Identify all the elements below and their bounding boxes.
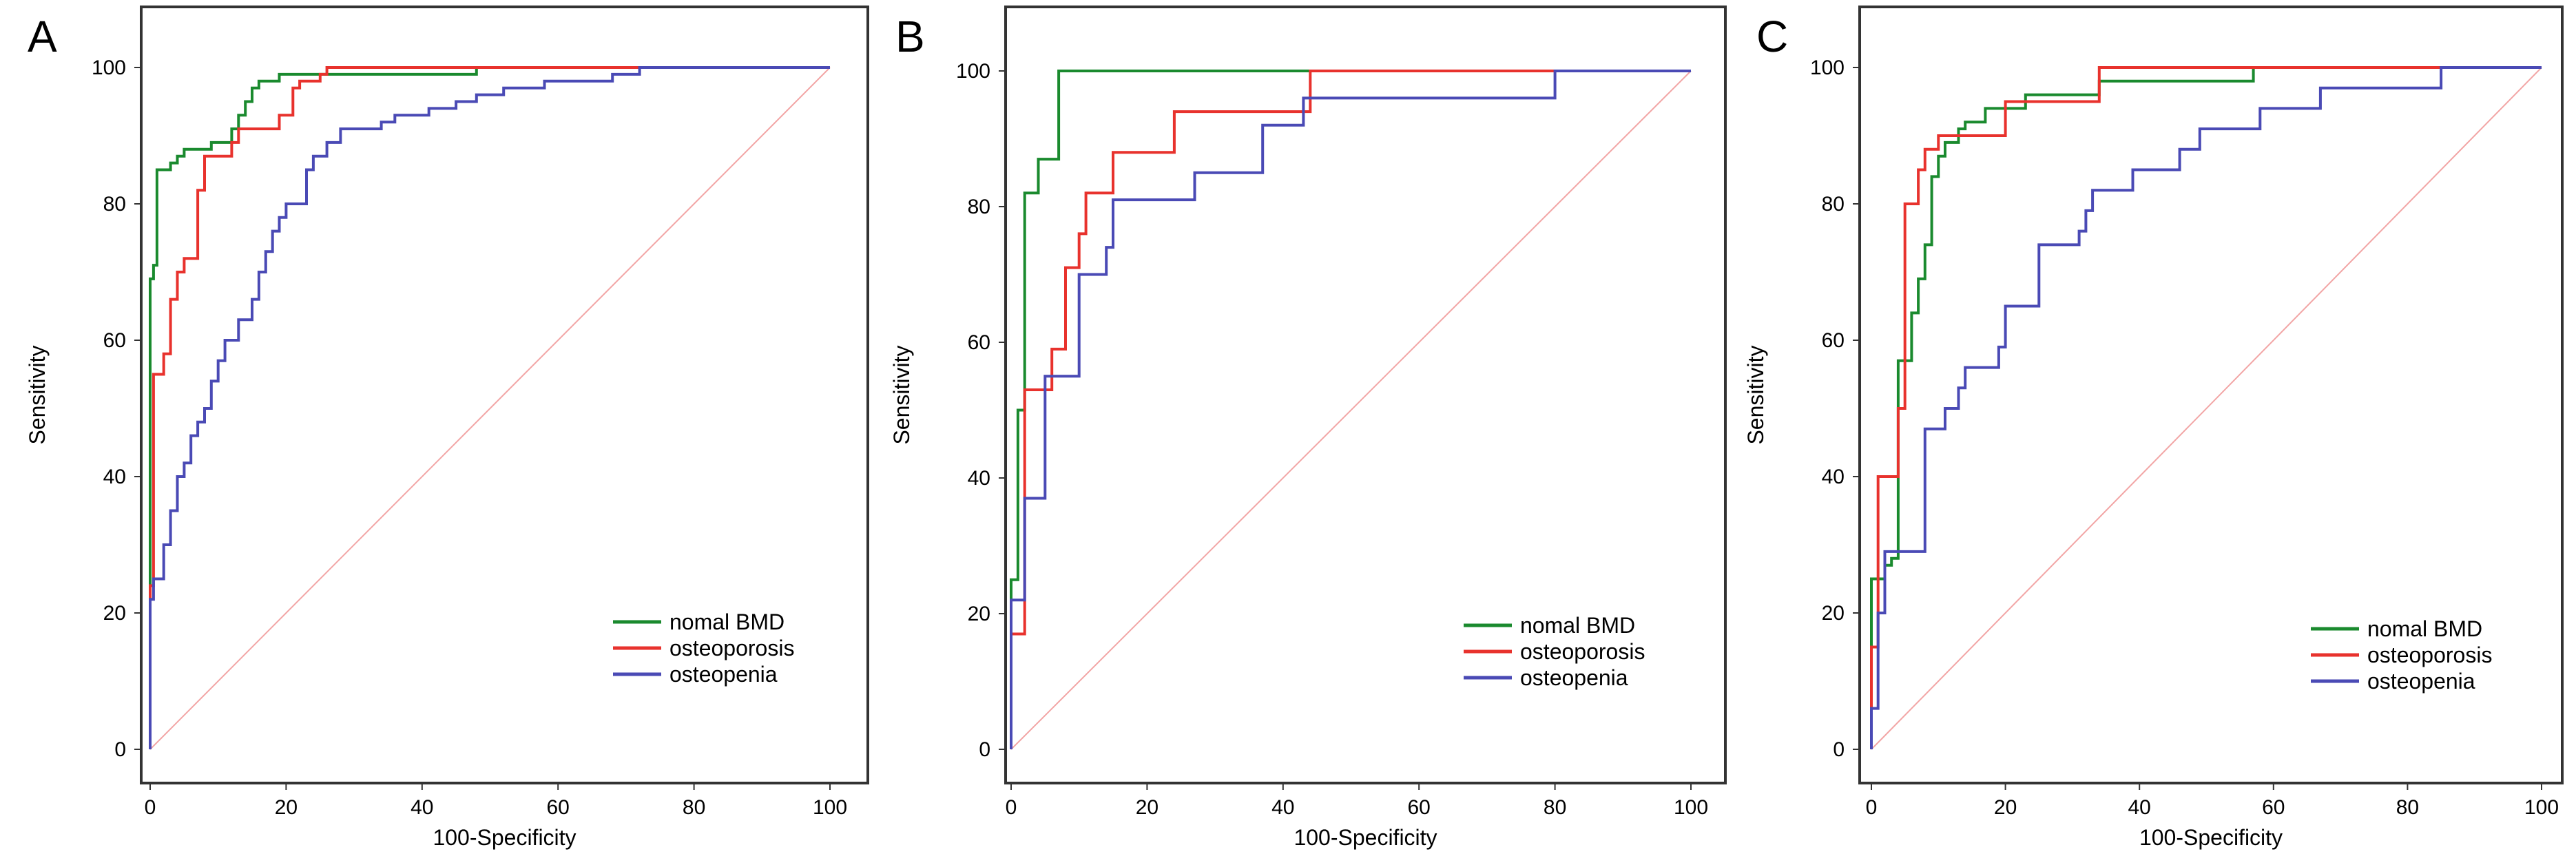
x-axis-label: 100-Specificity	[1294, 825, 1437, 850]
y-tick-label: 100	[1810, 56, 1845, 79]
y-tick-label: 100	[956, 60, 990, 83]
x-tick-label: 40	[411, 796, 433, 819]
roc-curve-nomal-bmd	[1870, 66, 2542, 749]
y-tick-label: 40	[1822, 466, 1845, 488]
y-tick-label: 0	[979, 738, 990, 761]
x-tick-label: 60	[1408, 796, 1431, 819]
y-tick-label: 100	[92, 56, 126, 79]
x-tick-label: 100	[2524, 796, 2559, 819]
legend-label: osteoporosis	[2367, 643, 2492, 667]
legend-label: nomal BMD	[669, 610, 785, 634]
x-tick-label: 0	[1006, 796, 1017, 819]
x-tick-label: 80	[2396, 796, 2419, 819]
y-tick-label: 60	[968, 331, 990, 354]
roc-curve-osteopenia	[1870, 66, 2542, 749]
legend-label: osteoporosis	[669, 636, 794, 660]
y-tick-label: 60	[1822, 329, 1845, 352]
x-axis-label: 100-Specificity	[433, 825, 576, 850]
y-tick-label: 40	[968, 467, 990, 490]
roc-curve-osteoporosis	[149, 66, 830, 749]
reference-diagonal-line	[149, 67, 831, 750]
x-tick-label: 0	[1866, 796, 1878, 819]
x-tick-label: 0	[145, 796, 156, 819]
y-tick-label: 80	[103, 193, 126, 216]
roc-curve-osteoporosis	[1870, 66, 2542, 749]
plot-frame	[1858, 6, 2564, 784]
roc-panel-c: C 0 20 40 60 80 100 0 20 40 60 80 100 100-Specificity…	[1743, 6, 2564, 850]
roc-curve-nomal-bmd	[1010, 70, 1691, 749]
plot-frame	[1004, 6, 1727, 784]
roc-panel-b: B 0 20 40 60 80 100 0 20 40 60 80 100 100-Specificity…	[889, 6, 1727, 850]
y-tick-label: 80	[968, 196, 990, 218]
y-tick-label: 0	[1833, 738, 1845, 761]
x-tick-label: 100	[1674, 796, 1708, 819]
panel-label: A	[28, 12, 57, 61]
x-tick-label: 40	[2128, 796, 2151, 819]
legend-label: osteopenia	[669, 662, 778, 687]
roc-curve-osteoporosis	[1010, 70, 1691, 749]
x-tick-label: 60	[2262, 796, 2285, 819]
y-axis-label: Sensitivity	[889, 345, 914, 444]
y-tick-label: 20	[1822, 602, 1845, 625]
panel-label: C	[1756, 12, 1788, 61]
reference-diagonal-line	[1010, 70, 1692, 750]
panel-label: B	[895, 12, 925, 61]
legend-label: nomal BMD	[1520, 613, 1635, 638]
y-tick-label: 0	[114, 738, 126, 761]
roc-curve-osteopenia	[1010, 70, 1691, 749]
legend-label: nomal BMD	[2367, 616, 2482, 641]
y-tick-label: 60	[103, 329, 126, 352]
x-tick-label: 80	[683, 796, 705, 819]
roc-curve-osteopenia	[149, 66, 830, 749]
y-tick-label: 20	[968, 603, 990, 625]
y-axis-label: Sensitivity	[25, 345, 50, 444]
legend-label: osteoporosis	[1520, 639, 1645, 664]
plot-frame	[140, 6, 869, 784]
x-tick-label: 20	[275, 796, 298, 819]
reference-diagonal-line	[1871, 67, 2542, 750]
x-tick-label: 20	[1136, 796, 1159, 819]
roc-panel-a: A 0 20 40 60 80 100 0 20 40 60 80 100 100-Specificity…	[25, 6, 869, 850]
x-tick-label: 80	[1544, 796, 1566, 819]
y-tick-label: 80	[1822, 193, 1845, 216]
x-tick-label: 20	[1994, 796, 2017, 819]
legend-label: osteopenia	[2367, 669, 2475, 694]
x-tick-label: 40	[1271, 796, 1294, 819]
legend-label: osteopenia	[1520, 665, 1628, 690]
x-axis-label: 100-Specificity	[2139, 825, 2283, 850]
x-tick-label: 100	[813, 796, 847, 819]
y-axis-label: Sensitivity	[1743, 345, 1768, 444]
y-tick-label: 40	[103, 466, 126, 488]
x-tick-label: 60	[547, 796, 570, 819]
y-tick-label: 20	[103, 602, 126, 625]
